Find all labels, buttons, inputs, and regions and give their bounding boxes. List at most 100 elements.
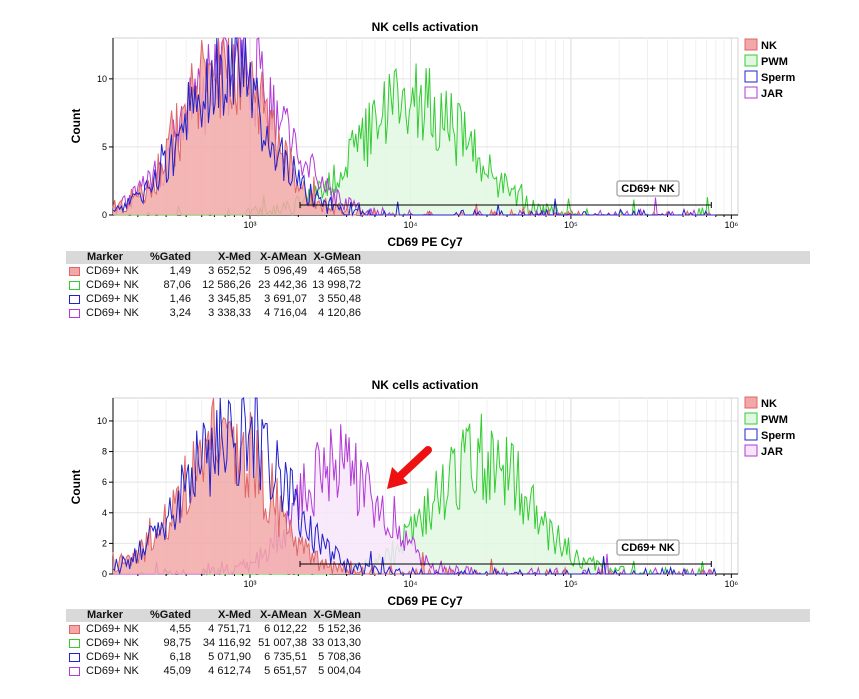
header-gated: %Gated [150, 251, 191, 263]
series-fill-nk [113, 38, 716, 215]
legend-label-jar: JAR [761, 88, 783, 100]
series-fill-nk [113, 398, 716, 574]
row-marker: CD69+ NK [86, 293, 139, 305]
header-marker: Marker [87, 251, 124, 263]
y-axis-label: Count [69, 109, 83, 144]
histogram-panel-1: NK cells activation Count CD69 PE Cy7 0 5… [0, 0, 859, 330]
histogram-panel-2: NK cells activation Count CD69 PE Cy7 0 2… [0, 372, 859, 699]
legend-label-pwm: PWM [761, 414, 788, 426]
row-gated: 1,46 [169, 293, 191, 305]
header-xamean: X-AMean [259, 251, 307, 263]
legend-label-nk: NK [761, 398, 777, 410]
y-axis-label: Count [69, 470, 83, 505]
red-arrow-head [387, 467, 408, 489]
row-xgmean: 5 152,36 [318, 623, 361, 635]
header-xmed: X-Med [218, 609, 251, 621]
row-xmed: 34 116,92 [202, 637, 251, 649]
header-marker: Marker [87, 609, 124, 621]
x-tick-label: 10³ [243, 579, 256, 589]
row-xmed: 12 586,26 [202, 279, 251, 291]
jar-swatch [69, 308, 80, 318]
legend-swatch-nk [744, 38, 758, 51]
series-fill-jar [113, 424, 716, 574]
row-xamean: 5 651,57 [264, 665, 307, 677]
row-gated: 3,24 [169, 307, 191, 319]
row-gated: 98,75 [163, 637, 191, 649]
y-tick-label: 0 [102, 569, 107, 579]
stats-row: CD69+ NK 98,75 34 116,92 51 007,38 33 01… [66, 636, 810, 650]
legend-swatch-sperm [744, 70, 758, 83]
header-xmed: X-Med [218, 251, 251, 263]
histogram-chart-2: NK cells activation Count CD69 PE Cy7 0 2… [69, 378, 795, 608]
row-marker: CD69+ NK [86, 279, 139, 291]
legend-swatch-nk [744, 396, 758, 409]
legend-swatch-pwm [744, 412, 758, 425]
row-xamean: 6 735,51 [264, 651, 307, 663]
row-gated: 4,55 [169, 623, 191, 635]
x-tick-label: 10⁶ [724, 579, 738, 589]
stats-row: CD69+ NK 4,55 4 751,71 6 012,22 5 152,36 [66, 622, 810, 636]
legend-label-pwm: PWM [761, 56, 788, 68]
stats-row: CD69+ NK 6,18 5 071,90 6 735,51 5 708,36 [66, 650, 810, 664]
header-xgmean: X-GMean [313, 609, 361, 621]
legend-label-jar: JAR [761, 446, 783, 458]
row-xgmean: 5 708,36 [318, 651, 361, 663]
row-xmed: 3 338,33 [208, 307, 251, 319]
chart-title: NK cells activation [372, 20, 479, 34]
sperm-swatch [69, 294, 80, 304]
row-xgmean: 3 550,48 [318, 293, 361, 305]
y-tick-label: 10 [97, 74, 107, 84]
y-tick-label: 0 [102, 210, 107, 220]
histogram-chart-1: NK cells activation Count CD69 PE Cy7 0 5… [69, 20, 795, 249]
stats-header-row: Marker %Gated X-Med X-AMean X-GMean [66, 609, 810, 622]
legend-label-sperm: Sperm [761, 72, 795, 84]
legend-label-nk: NK [761, 40, 777, 52]
y-tick-label: 10 [97, 416, 107, 426]
stats-row: CD69+ NK 1,46 3 345,85 3 691,07 3 550,48 [66, 292, 810, 306]
x-tick-label: 10⁴ [404, 220, 418, 230]
row-xamean: 6 012,22 [264, 623, 307, 635]
legend-label-sperm: Sperm [761, 430, 795, 442]
row-marker: CD69+ NK [86, 665, 139, 677]
x-tick-label: 10⁶ [724, 220, 738, 230]
x-tick-label: 10⁵ [564, 579, 578, 589]
row-xmed: 3 345,85 [208, 293, 251, 305]
legend-swatch-jar [744, 444, 758, 457]
stats-row: CD69+ NK 3,24 3 338,33 4 716,04 4 120,86 [66, 306, 810, 320]
series-line-nk [112, 397, 716, 576]
legend-swatch-jar [744, 86, 758, 99]
gate-label: CD69+ NK [621, 542, 675, 554]
sperm-swatch [69, 652, 80, 662]
row-xgmean: 5 004,04 [318, 665, 361, 677]
series-line-sperm [112, 397, 717, 576]
row-xamean: 4 716,04 [264, 307, 307, 319]
row-xamean: 23 442,36 [258, 279, 307, 291]
legend-swatch-sperm [744, 428, 758, 441]
y-tick-label: 6 [102, 477, 107, 487]
y-tick-label: 8 [102, 447, 107, 457]
x-axis-label: CD69 PE Cy7 [387, 594, 463, 608]
row-xmed: 3 652,52 [208, 265, 251, 277]
x-axis-label: CD69 PE Cy7 [387, 235, 463, 249]
header-xamean: X-AMean [259, 609, 307, 621]
chart-title: NK cells activation [372, 378, 479, 392]
legend-swatch-pwm [744, 54, 758, 67]
stats-row: CD69+ NK 1,49 3 652,52 5 096,49 4 465,58 [66, 264, 810, 278]
gate-label: CD69+ NK [621, 183, 675, 195]
nk-swatch [69, 624, 80, 634]
row-marker: CD69+ NK [86, 265, 139, 277]
x-tick-label: 10⁵ [564, 220, 578, 230]
nk-swatch [69, 266, 80, 276]
y-tick-label: 5 [102, 142, 107, 152]
row-xamean: 51 007,38 [258, 637, 307, 649]
row-xmed: 4 612,74 [208, 665, 251, 677]
row-xmed: 5 071,90 [208, 651, 251, 663]
row-marker: CD69+ NK [86, 623, 139, 635]
row-gated: 1,49 [169, 265, 191, 277]
stats-table: Marker %Gated X-Med X-AMean X-GMean CD69… [66, 251, 810, 320]
row-gated: 6,18 [169, 651, 191, 663]
row-xamean: 3 691,07 [264, 293, 307, 305]
header-gated: %Gated [150, 609, 191, 621]
row-marker: CD69+ NK [86, 651, 139, 663]
row-xgmean: 13 998,72 [312, 279, 361, 291]
